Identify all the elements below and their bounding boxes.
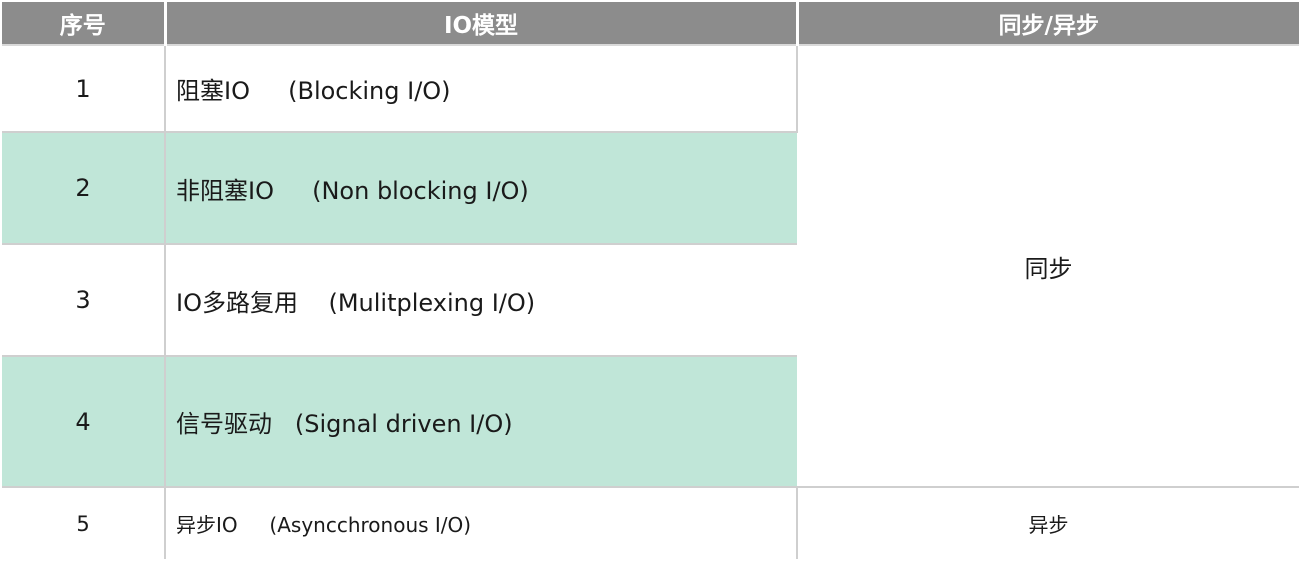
table-row: 4 信号驱动 (Signal driven I/O) (2, 356, 1299, 488)
header-index: 序号 (2, 2, 167, 46)
header-io-model: IO模型 (165, 2, 799, 46)
row-io-model: 阻塞IO (Blocking I/O) (165, 45, 798, 133)
table-row: 3 IO多路复用 (Mulitplexing I/O) (2, 244, 1299, 357)
header-row: 序号 IO模型 同步/异步 (2, 2, 1299, 46)
table-row: 2 非阻塞IO (Non blocking I/O) (2, 132, 1299, 245)
table-row: 5 异步IO (Asyncchronous I/O) 异步 (2, 487, 1299, 559)
row-index: 2 (2, 132, 166, 245)
header-sync-async: 同步/异步 (797, 2, 1299, 46)
row-io-model: 非阻塞IO (Non blocking I/O) (165, 132, 797, 245)
row-index: 5 (2, 487, 166, 559)
sync-cell: 同步 (797, 45, 1299, 488)
row-index: 3 (2, 244, 166, 357)
row-io-model: 信号驱动 (Signal driven I/O) (165, 356, 797, 488)
row-io-model: 异步IO (Asyncchronous I/O) (165, 487, 798, 559)
table-row: 1 阻塞IO (Blocking I/O) 同步 (2, 45, 1299, 488)
row-index: 4 (2, 356, 166, 488)
row-io-model: IO多路复用 (Mulitplexing I/O) (165, 244, 797, 357)
async-cell: 异步 (797, 487, 1299, 559)
row-index: 1 (2, 45, 166, 133)
